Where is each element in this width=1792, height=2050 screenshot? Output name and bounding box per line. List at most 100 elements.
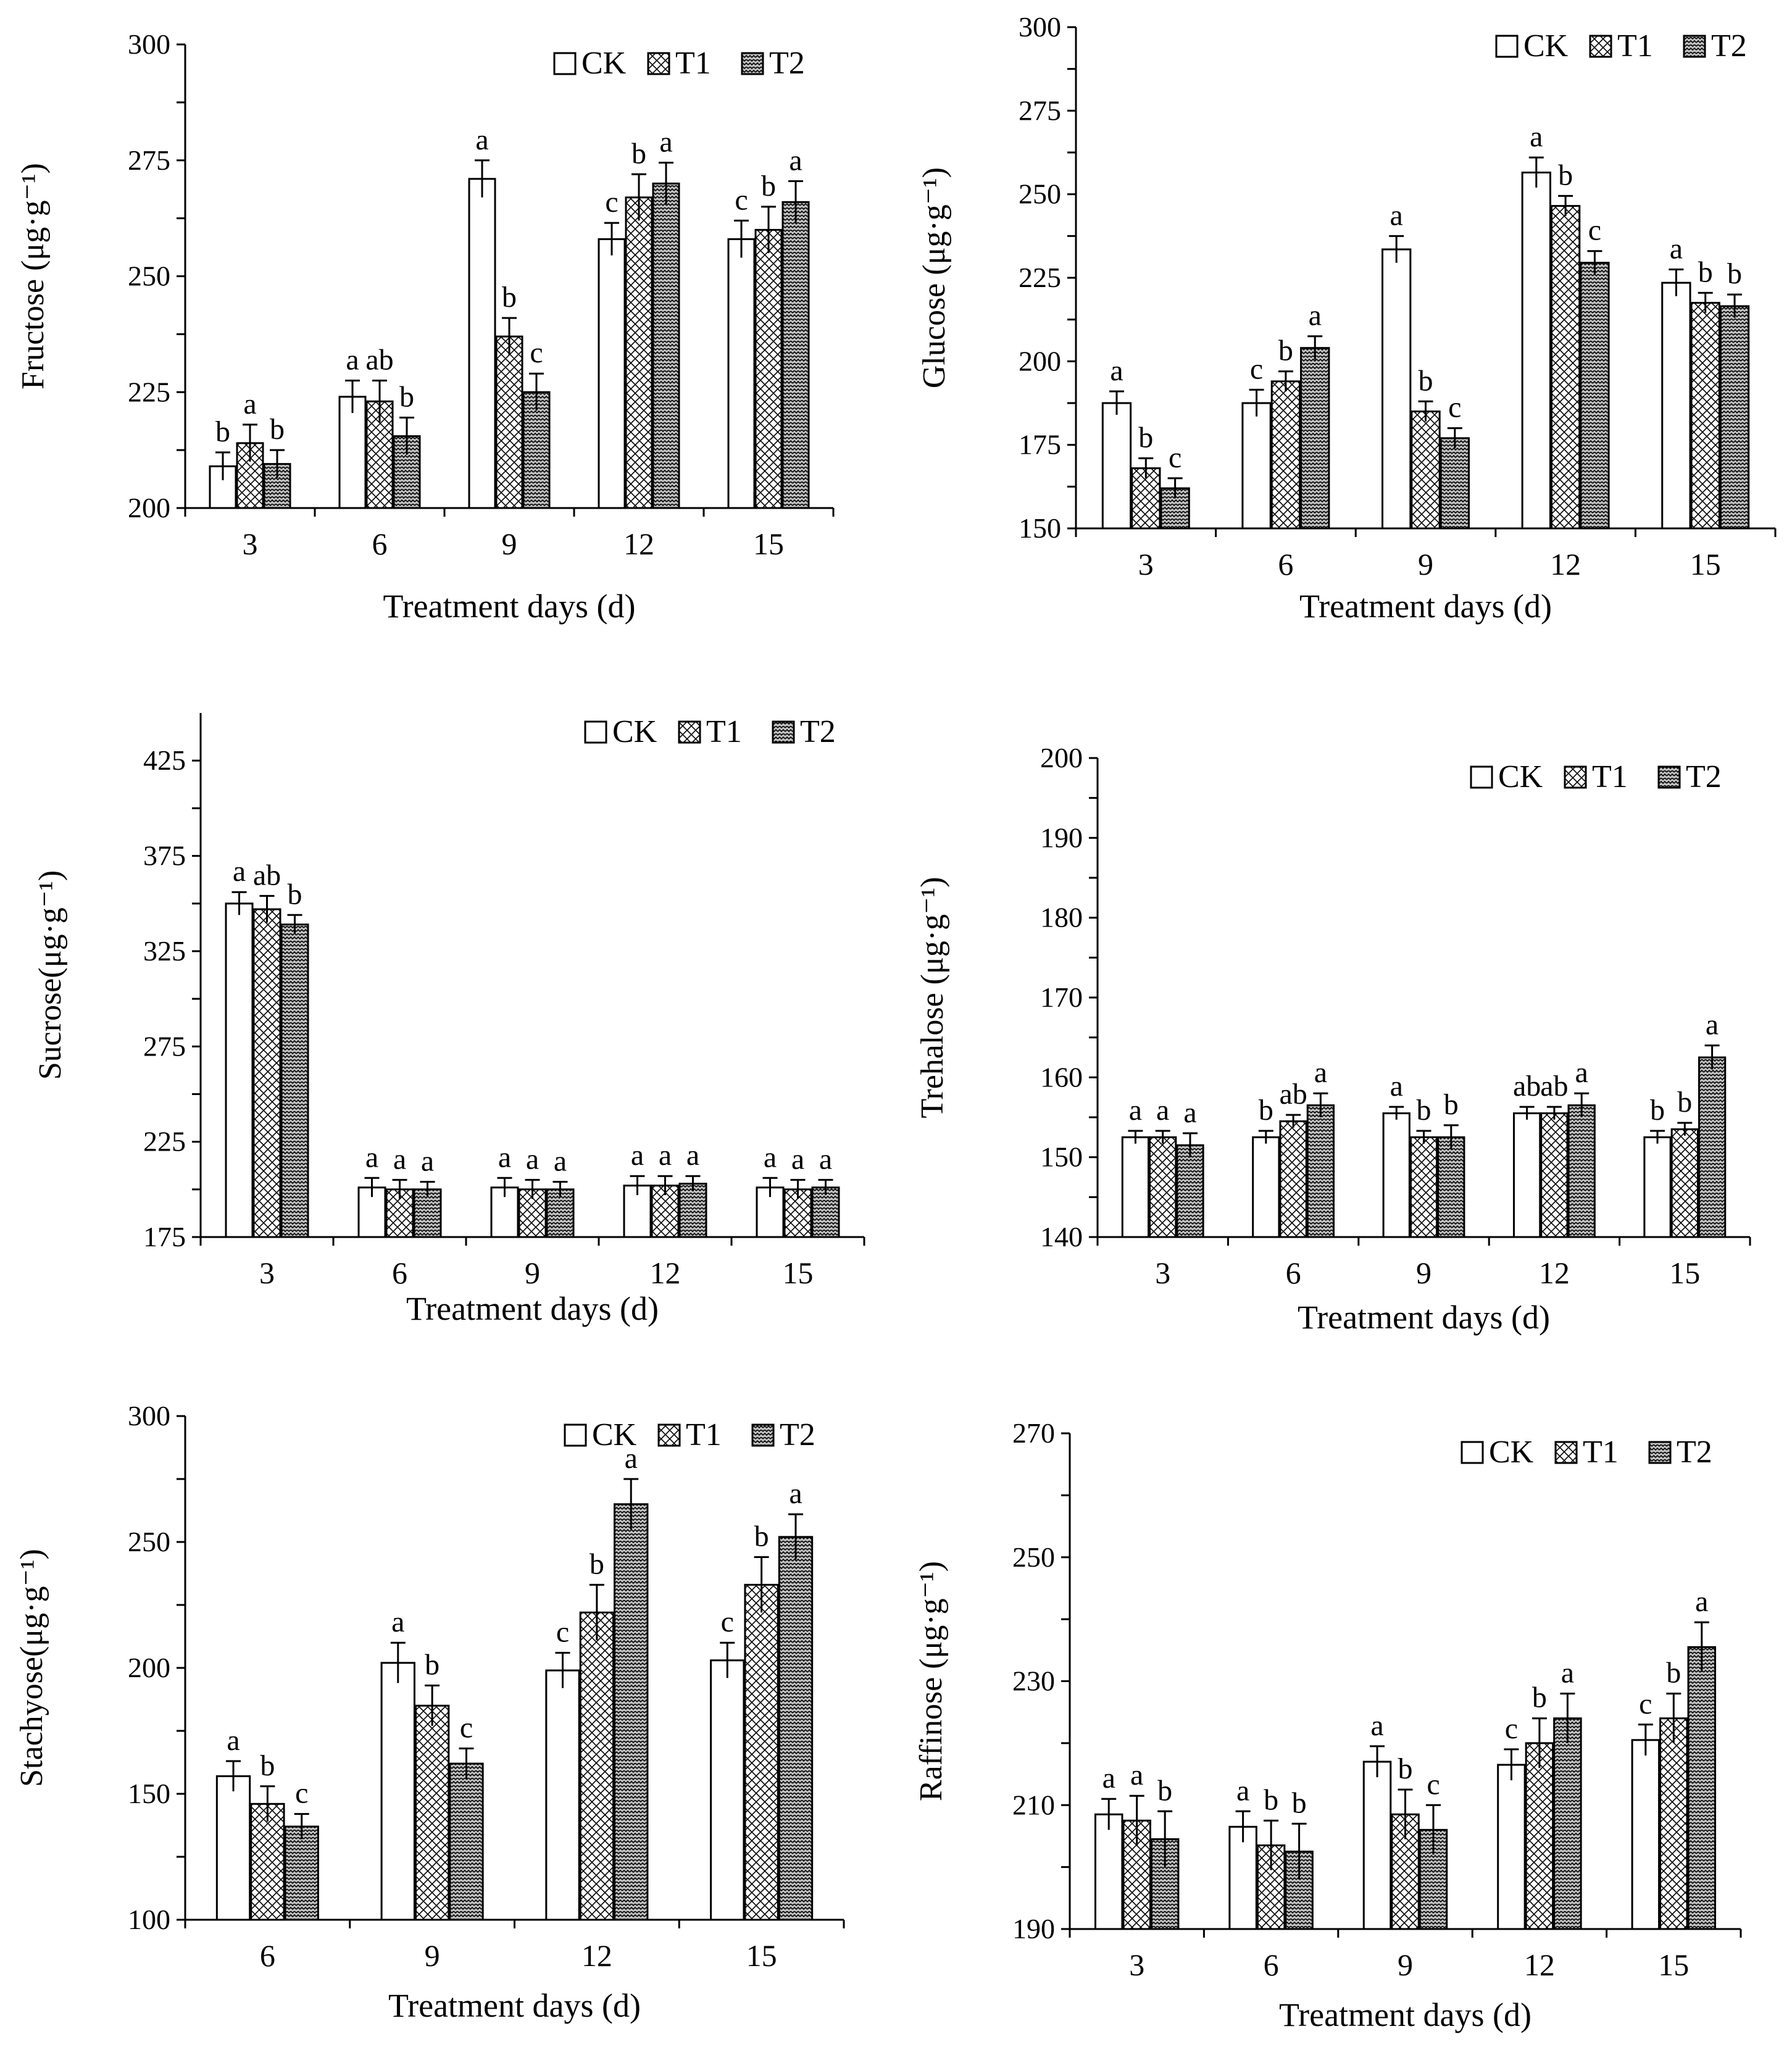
bar-t2	[280, 923, 309, 1238]
legend-swatch-t2	[1648, 1441, 1672, 1464]
y-tick-label: 270	[1012, 1417, 1055, 1449]
significance-letter: b	[215, 415, 230, 448]
x-axis-title: Treatment days (d)	[1298, 1299, 1550, 1336]
x-tick-label: 12	[581, 1938, 612, 1973]
y-tick-label: 225	[128, 376, 170, 407]
significance-letter: b	[1666, 1657, 1681, 1690]
significance-letter: b	[1417, 1094, 1432, 1127]
x-axis-title: Treatment days (d)	[406, 1290, 659, 1327]
x-tick-label: 12	[650, 1256, 681, 1290]
significance-letter: b	[502, 281, 517, 314]
y-tick-label: 200	[128, 492, 170, 523]
significance-letter: a	[819, 1143, 832, 1175]
bar-t1	[744, 1583, 779, 1921]
bar-t1	[1149, 1136, 1177, 1238]
bar-ck	[1252, 1136, 1280, 1238]
x-tick-label: 3	[1155, 1256, 1170, 1290]
bar-t2	[652, 182, 680, 509]
significance-letter: b	[1677, 1086, 1692, 1119]
significance-letter: b	[754, 1520, 769, 1552]
bar-t1	[518, 1188, 547, 1238]
significance-letter: b	[590, 1548, 604, 1580]
bar-t2	[1719, 305, 1750, 530]
significance-letter: b	[1558, 159, 1573, 191]
x-tick-label: 9	[1416, 1256, 1432, 1290]
x-tick-label: 6	[372, 527, 388, 561]
bar-t2	[1567, 1104, 1596, 1238]
significance-letter: a	[475, 123, 488, 156]
bar-ck	[215, 1775, 251, 1921]
y-axis-title: Raffinose (μg·g⁻¹)	[914, 1561, 949, 1801]
significance-letter: ab	[1540, 1070, 1568, 1102]
bar-ck	[545, 1669, 580, 1921]
legend-swatch-t1	[657, 1423, 681, 1447]
y-tick-label: 250	[1012, 1541, 1055, 1573]
y-tick-label: 275	[1019, 94, 1061, 126]
bar-t2	[811, 1186, 840, 1238]
x-tick-label: 9	[525, 1256, 540, 1290]
significance-letter: b	[1292, 1786, 1307, 1819]
legend: CK T1 T2	[1470, 759, 1722, 794]
bar-t1	[579, 1611, 615, 1921]
legend-label-t2: T2	[1711, 28, 1747, 64]
bar-t2	[1553, 1717, 1582, 1930]
bar-t2	[522, 391, 551, 509]
legend-swatch-ck	[1461, 1441, 1484, 1464]
y-tick-label: 170	[1040, 981, 1083, 1013]
legend-swatch-t1	[647, 52, 670, 75]
x-tick-label: 15	[753, 527, 784, 561]
y-tick-label: 140	[1040, 1221, 1083, 1252]
significance-letter: b	[631, 137, 646, 170]
legend-swatch-t1	[678, 720, 701, 744]
significance-letter: b	[1157, 1774, 1172, 1807]
panel-6: 190 210 230 250 270 3 6 9 12 15 Treatment days (d)…	[914, 1417, 1742, 2033]
y-tick-label: 250	[128, 1526, 170, 1557]
bar-ck	[1631, 1739, 1661, 1930]
y-tick-label: 250	[128, 260, 170, 292]
y-axis-title: Stachyose(μg·g⁻¹)	[14, 1549, 49, 1787]
y-tick-label: 375	[143, 840, 186, 872]
significance-letter: b	[1278, 335, 1293, 367]
significance-letter: a	[1670, 232, 1683, 265]
significance-letter: b	[1138, 421, 1153, 454]
y-tick-label: 275	[128, 144, 170, 176]
bar-t2	[1437, 1136, 1465, 1238]
x-tick-label: 12	[623, 527, 654, 561]
x-tick-label: 9	[1418, 547, 1433, 581]
bar-ck	[1382, 248, 1412, 530]
y-tick-label: 175	[1019, 429, 1061, 460]
x-axis-title: Treatment days (d)	[388, 1987, 641, 2024]
significance-letter: a	[1561, 1657, 1574, 1690]
significance-letter: a	[789, 1477, 802, 1510]
significance-letter: a	[1706, 1009, 1719, 1041]
bar-t2	[1440, 437, 1470, 530]
y-tick-label: 210	[1012, 1789, 1055, 1820]
x-tick-label: 6	[1278, 547, 1293, 581]
legend-label-t2: T2	[780, 1417, 815, 1452]
significance-letter: a	[1695, 1585, 1708, 1618]
bar-t1	[252, 908, 281, 1238]
significance-letter: b	[270, 413, 285, 446]
legend-label-ck: CK	[592, 1417, 637, 1452]
y-tick-label: 325	[143, 935, 186, 967]
legend-swatch-t2	[751, 1423, 775, 1447]
x-tick-label: 9	[1398, 1948, 1413, 1982]
x-tick-label: 15	[1658, 1948, 1689, 1982]
x-axis-title: Treatment days (d)	[1279, 1996, 1532, 2033]
significance-letter: a	[1370, 1709, 1383, 1742]
x-tick-label: 3	[259, 1256, 275, 1290]
bar-ck	[1101, 402, 1132, 530]
x-tick-label: 12	[1539, 1256, 1570, 1290]
legend-label-t2: T2	[1686, 759, 1722, 794]
significance-letter: b	[1419, 364, 1433, 397]
bar-ck	[727, 238, 756, 509]
significance-letter: a	[1314, 1056, 1327, 1089]
legend-label-ck: CK	[581, 46, 627, 81]
bar-ck	[1382, 1112, 1411, 1238]
bar-t2	[1306, 1104, 1335, 1238]
significance-letter: a	[659, 126, 672, 159]
x-tick-label: 3	[243, 527, 258, 561]
significance-letter: a	[1530, 120, 1543, 153]
